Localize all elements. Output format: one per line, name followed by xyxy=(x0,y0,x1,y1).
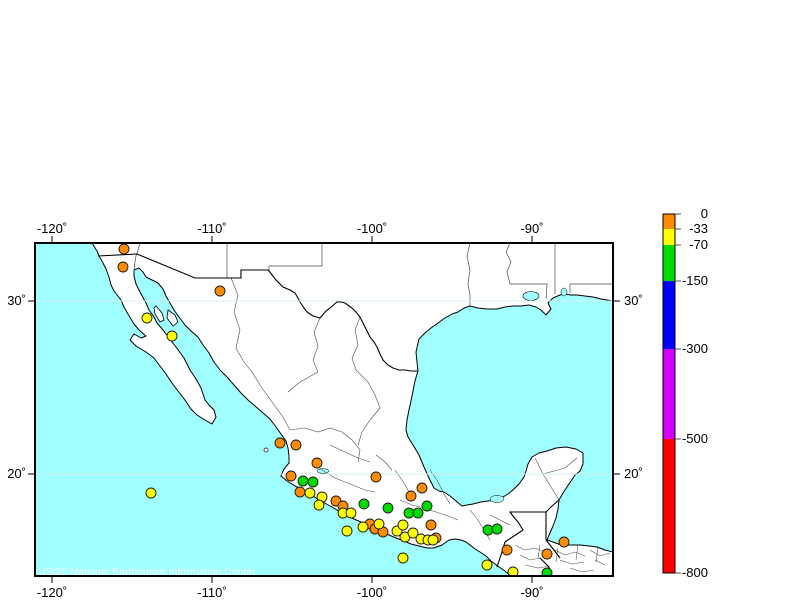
earthquake-dot xyxy=(482,524,494,536)
lake-pontchartrain xyxy=(522,291,540,301)
earthquake-dot xyxy=(345,507,357,519)
us-state-boundaries xyxy=(133,243,613,306)
colorbar-tick-label: -500 xyxy=(682,431,708,446)
earthquake-dot xyxy=(397,552,409,564)
axis-right: 30˚ 20˚ xyxy=(613,293,643,481)
earthquake-dot xyxy=(118,243,130,255)
earthquake-dot xyxy=(341,525,353,537)
axis-tick-label: -90˚ xyxy=(520,221,543,236)
earthquake-dot xyxy=(403,507,415,519)
colorbar-segment xyxy=(663,439,675,573)
earthquake-dot xyxy=(373,518,385,530)
earthquake-dot xyxy=(397,519,409,531)
colorbar-segment xyxy=(663,349,675,439)
usgs-watermark: USGS National Earthquake Information Cen… xyxy=(38,566,256,578)
axis-tick-label: 20˚ xyxy=(7,466,26,481)
earthquake-dot xyxy=(357,521,369,533)
axis-tick-label: -100˚ xyxy=(357,221,387,236)
earthquake-dot xyxy=(412,507,424,519)
earthquake-dot xyxy=(141,312,153,324)
colorbar-segment xyxy=(663,281,675,349)
colorbar-segment xyxy=(663,245,675,281)
earthquake-dot xyxy=(382,502,394,514)
earthquake-dot xyxy=(294,486,306,498)
colorbar-tick-label: -33 xyxy=(689,221,708,236)
earthquake-dot xyxy=(166,330,178,342)
earthquake-dot xyxy=(313,499,325,511)
earthquake-dot xyxy=(405,490,417,502)
axis-tick-label: 20˚ xyxy=(624,466,643,481)
earthquake-dot xyxy=(290,439,302,451)
axis-tick-label: -120˚ xyxy=(37,221,67,236)
island-marias xyxy=(263,447,269,453)
island-tiburon xyxy=(166,309,179,327)
colorbar-tick-label: 0 xyxy=(701,206,708,221)
laguna-terminos xyxy=(489,495,505,503)
earthquake-dot xyxy=(491,523,503,535)
earthquake-dot xyxy=(358,498,370,510)
earthquake-dot xyxy=(481,559,493,571)
earthquake-dot xyxy=(304,487,316,499)
earthquake-dot xyxy=(541,567,553,576)
axis-tick-label: 30˚ xyxy=(7,293,26,308)
colorbar-tick-label: -800 xyxy=(682,565,708,580)
central-america-boundaries xyxy=(514,544,611,573)
earthquake-dot xyxy=(507,566,519,576)
axis-tick-label: -120˚ xyxy=(37,585,67,600)
earthquake-dot xyxy=(427,534,439,546)
earthquake-dot xyxy=(416,482,428,494)
map-area: USGS National Earthquake Information Cen… xyxy=(35,243,613,578)
colorbar-segment xyxy=(663,229,675,245)
earthquake-epicenters xyxy=(117,243,570,576)
earthquake-dot xyxy=(407,527,419,539)
map-frame xyxy=(34,242,614,577)
colorbar-tick-label: -70 xyxy=(689,237,708,252)
earthquake-dot xyxy=(501,544,513,556)
earthquake-dot xyxy=(425,519,437,531)
axis-top: -120˚ -110˚ -100˚ -90˚ xyxy=(37,221,544,243)
earthquake-dot xyxy=(145,487,157,499)
axis-tick-label: -100˚ xyxy=(357,585,387,600)
mobile-bay xyxy=(560,287,568,297)
axis-tick-label: -90˚ xyxy=(520,585,543,600)
earthquake-dot xyxy=(311,457,323,469)
mexico-state-boundaries xyxy=(230,277,578,541)
axis-tick-label: -110˚ xyxy=(197,585,226,600)
colorbar-segment xyxy=(663,214,675,229)
earthquake-dot xyxy=(117,261,129,273)
earthquake-dot xyxy=(297,475,309,487)
axis-tick-label: -110˚ xyxy=(197,221,226,236)
colorbar-outline xyxy=(662,213,676,574)
earthquake-dot xyxy=(214,285,226,297)
axis-bottom: -120˚ -110˚ -100˚ -90˚ xyxy=(37,576,544,600)
depth-colorbar: 0-33-70 -150 -300 -500 -800 xyxy=(662,206,708,580)
earthquake-dot xyxy=(541,548,553,560)
earthquake-dot xyxy=(307,476,319,488)
axis-tick-label: 30˚ xyxy=(624,293,643,308)
colorbar-tick-label: -150 xyxy=(682,273,708,288)
island-angel-de-la-guarda xyxy=(153,305,165,323)
gridlines xyxy=(35,300,613,475)
earthquake-dot xyxy=(558,536,570,548)
earthquake-dot xyxy=(421,500,433,512)
earthquake-dot xyxy=(285,470,297,482)
earthquake-dot xyxy=(274,437,286,449)
colorbar-tick-label: -300 xyxy=(682,341,708,356)
lake-chapala xyxy=(316,468,330,474)
earthquake-dot xyxy=(370,471,382,483)
axis-left: 30˚ 20˚ xyxy=(7,293,35,481)
